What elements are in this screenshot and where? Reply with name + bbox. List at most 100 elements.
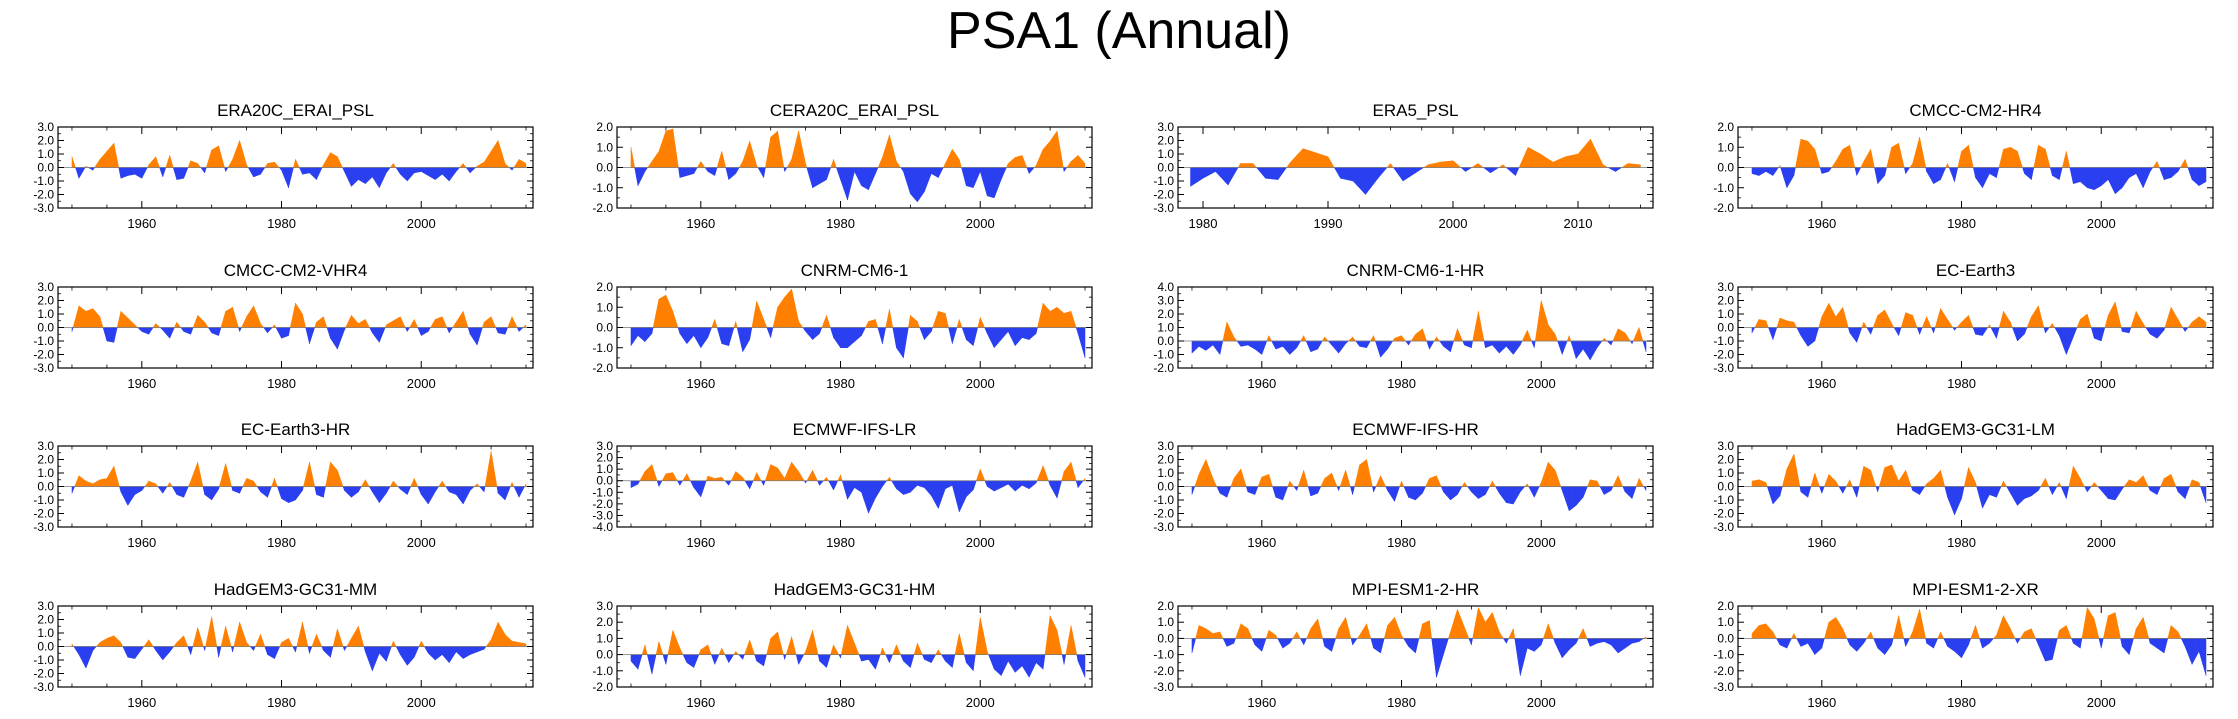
y-tick-label: -3.0	[33, 520, 54, 534]
chart-panel: CERA20C_ERAI_PSL 2.0 1.0 0.0 -1.0 -2.0 1960 198…	[592, 101, 1093, 231]
y-tick-label: 1.0	[1157, 615, 1174, 629]
negative-area	[630, 480, 1084, 514]
chart-title: CERA20C_ERAI_PSL	[770, 101, 939, 120]
y-tick-label: -2.0	[33, 507, 54, 521]
chart-title: ERA20C_ERAI_PSL	[217, 101, 374, 120]
x-tick-label: 2000	[966, 535, 995, 550]
y-tick-label: 2.0	[596, 615, 613, 629]
y-tick-label: -2.0	[592, 361, 613, 375]
chart-panel: ECMWF-IFS-LR 3.02.01.00.0-1.0-2.0-3.0-4.0…	[592, 420, 1093, 550]
y-tick-label: 0.0	[596, 648, 613, 662]
x-tick-label: 2000	[2087, 695, 2116, 710]
y-tick-label: -1.0	[1713, 334, 1734, 348]
y-tick-label: 1.0	[1157, 466, 1174, 480]
y-tick-label: -2.0	[1153, 507, 1174, 521]
y-tick-label: -4.0	[592, 520, 613, 534]
y-tick-label: 1.0	[37, 466, 54, 480]
y-tick-label: 0.0	[1717, 480, 1734, 494]
y-tick-label: -1.0	[1153, 174, 1174, 188]
y-tick-label: 1.0	[1717, 615, 1734, 629]
negative-area	[1191, 486, 1647, 512]
y-tick-label: -3.0	[33, 361, 54, 375]
y-tick-label: 2.0	[1717, 294, 1734, 308]
x-tick-label: 2000	[1527, 535, 1556, 550]
chart-panel: EC-Earth3 3.02.01.00.0-1.0-2.0-3.0 1960 198…	[1713, 261, 2214, 391]
y-tick-label: 1.0	[1717, 307, 1734, 321]
chart-title: HadGEM3-GC31-LM	[1896, 420, 2055, 439]
x-tick-label: 1960	[686, 695, 715, 710]
x-tick-label: 1980	[1387, 376, 1416, 391]
y-tick-label: -1.0	[1713, 181, 1734, 195]
x-tick-label: 1980	[267, 216, 296, 231]
y-tick-label: -1.0	[1713, 493, 1734, 507]
x-tick-label: 2000	[407, 695, 436, 710]
x-tick-label: 1990	[1314, 216, 1343, 231]
y-tick-label: 3.0	[596, 599, 613, 613]
negative-area	[1751, 327, 2189, 355]
y-tick-label: -3.0	[1153, 680, 1174, 694]
x-tick-label: 1960	[1807, 535, 1836, 550]
x-tick-label: 2000	[407, 216, 436, 231]
y-tick-label: 2.0	[1717, 453, 1734, 467]
x-tick-label: 1960	[686, 376, 715, 391]
y-tick-label: -1.0	[592, 341, 613, 355]
y-tick-label: 1.0	[1157, 147, 1174, 161]
x-tick-label: 1980	[826, 695, 855, 710]
x-tick-label: 1980	[1189, 216, 1218, 231]
x-tick-label: 2010	[1564, 216, 1593, 231]
chart-title: HadGEM3-GC31-HM	[774, 580, 936, 599]
x-tick-label: 1960	[1247, 695, 1276, 710]
y-tick-label: 0.0	[596, 161, 613, 175]
y-tick-label: -2.0	[592, 497, 613, 511]
negative-area	[1191, 638, 1645, 678]
x-tick-label: 1960	[127, 376, 156, 391]
y-tick-label: 0.0	[37, 480, 54, 494]
y-tick-label: 3.0	[37, 599, 54, 613]
negative-area	[71, 327, 524, 350]
chart-title: ECMWF-IFS-LR	[793, 420, 917, 439]
y-tick-label: -2.0	[1713, 201, 1734, 215]
x-tick-label: 1980	[267, 376, 296, 391]
x-tick-label: 2000	[966, 695, 995, 710]
negative-area	[1751, 167, 2207, 195]
positive-area	[1222, 300, 1644, 342]
negative-area	[1766, 486, 2207, 515]
chart-title: ECMWF-IFS-HR	[1352, 420, 1479, 439]
chart-panel: ERA20C_ERAI_PSL 3.02.01.00.0-1.0-2.0-3.0 1…	[33, 101, 534, 231]
y-tick-label: -3.0	[1153, 520, 1174, 534]
x-tick-label: 1960	[1807, 216, 1836, 231]
chart-panel: CNRM-CM6-1 2.0 1.0 0.0 -1.0 -2.0 1960 1980 2000	[592, 261, 1093, 391]
x-tick-label: 2000	[966, 376, 995, 391]
y-tick-label: 0.0	[596, 474, 613, 488]
y-tick-label: 0.0	[1157, 161, 1174, 175]
y-tick-label: -1.0	[592, 485, 613, 499]
negative-area	[1190, 167, 1623, 196]
chart-panel: MPI-ESM1-2-HR 2.0 1.0 0.0 -1.0 -2.0 -3.0 1960 19…	[1153, 580, 1654, 710]
x-tick-label: 1980	[1947, 376, 1976, 391]
y-tick-label: -1.0	[592, 181, 613, 195]
positive-area	[630, 128, 1086, 168]
x-tick-label: 1960	[127, 535, 156, 550]
y-tick-label: -2.0	[1153, 361, 1174, 375]
chart-panel: CMCC-CM2-HR4 2.0 1.0 0.0 -1.0 -2.0 1960 1980 200…	[1713, 101, 2214, 231]
positive-area	[652, 288, 1077, 328]
positive-area	[641, 615, 1078, 655]
y-tick-label: 2.0	[37, 453, 54, 467]
y-tick-label: -3.0	[33, 680, 54, 694]
y-tick-label: 2.0	[1157, 134, 1174, 148]
y-tick-label: 0.0	[1717, 321, 1734, 335]
positive-area	[74, 451, 527, 487]
x-tick-label: 1980	[267, 695, 296, 710]
x-tick-label: 1960	[127, 216, 156, 231]
x-tick-label: 1960	[686, 216, 715, 231]
positive-area	[71, 616, 527, 647]
y-tick-label: -1.0	[592, 664, 613, 678]
y-tick-label: -2.0	[592, 201, 613, 215]
chart-title: CNRM-CM6-1	[801, 261, 909, 280]
x-tick-label: 2000	[966, 216, 995, 231]
x-tick-label: 1960	[1807, 695, 1836, 710]
chart-title: ERA5_PSL	[1373, 101, 1459, 120]
page-title: PSA1 (Annual)	[947, 2, 1291, 60]
y-tick-label: -1.0	[1153, 493, 1174, 507]
x-tick-label: 2000	[407, 376, 436, 391]
